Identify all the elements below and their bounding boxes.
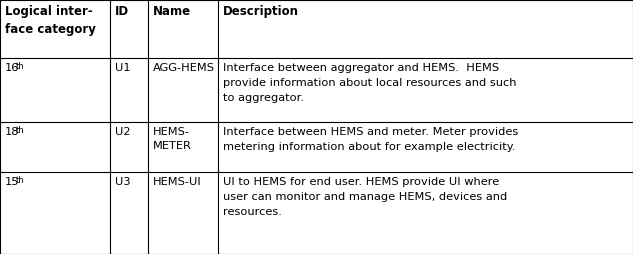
Text: Description: Description xyxy=(223,5,299,18)
Text: 18: 18 xyxy=(5,127,20,137)
Text: th: th xyxy=(16,126,25,135)
Text: 16: 16 xyxy=(5,63,20,73)
Text: AGG-HEMS: AGG-HEMS xyxy=(153,63,215,73)
Text: Name: Name xyxy=(153,5,191,18)
Text: 15: 15 xyxy=(5,177,20,187)
Text: th: th xyxy=(16,62,25,71)
Text: UI to HEMS for end user. HEMS provide UI where
user can monitor and manage HEMS,: UI to HEMS for end user. HEMS provide UI… xyxy=(223,177,507,217)
Text: U1: U1 xyxy=(115,63,130,73)
Text: HEMS-
METER: HEMS- METER xyxy=(153,127,192,151)
Text: ID: ID xyxy=(115,5,129,18)
Text: HEMS-UI: HEMS-UI xyxy=(153,177,202,187)
Text: Interface between HEMS and meter. Meter provides
metering information about for : Interface between HEMS and meter. Meter … xyxy=(223,127,518,152)
Text: th: th xyxy=(16,176,25,185)
Text: Interface between aggregator and HEMS.  HEMS
provide information about local res: Interface between aggregator and HEMS. H… xyxy=(223,63,517,103)
Text: Logical inter-
face category: Logical inter- face category xyxy=(5,5,96,37)
Text: U3: U3 xyxy=(115,177,130,187)
Text: U2: U2 xyxy=(115,127,130,137)
